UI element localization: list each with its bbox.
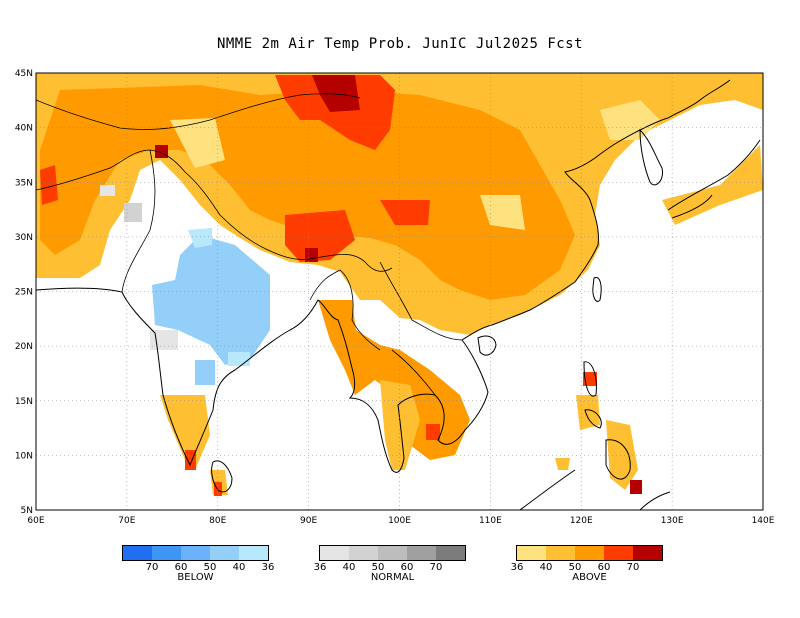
legend-tick-label: 40 xyxy=(232,562,246,573)
lat-tick-label: 5N xyxy=(21,506,33,516)
legend-swatch xyxy=(239,546,268,560)
map-title: NMME 2m Air Temp Prob. JunIC Jul2025 Fcs… xyxy=(216,36,584,52)
lon-tick-label: 90E xyxy=(300,516,317,526)
legend-swatch xyxy=(378,546,407,560)
legend-swatch xyxy=(633,546,662,560)
legend-swatch xyxy=(210,546,239,560)
map-frame xyxy=(35,72,764,511)
lat-tick-label: 15N xyxy=(15,397,33,407)
legend-below-swatches xyxy=(122,545,269,561)
probability-region xyxy=(124,203,142,222)
lat-tick-label: 40N xyxy=(15,124,33,134)
legend-above-ticks: 36 40 50 60 70 xyxy=(511,561,662,573)
legend-normal: 36 40 50 60 70 NORMAL xyxy=(314,545,466,583)
lat-tick-label: 25N xyxy=(15,288,33,298)
legend-swatch xyxy=(517,546,546,560)
legend-tick-label: 50 xyxy=(371,562,385,573)
lon-tick-label: 130E xyxy=(661,516,684,526)
legend-tick-label: 40 xyxy=(539,562,553,573)
probability-region xyxy=(170,100,660,230)
legend-swatch xyxy=(349,546,378,560)
legend-swatch xyxy=(575,546,604,560)
probability-region xyxy=(40,75,430,262)
legend-above-caption: ABOVE xyxy=(572,572,607,583)
legend-swatch xyxy=(123,546,152,560)
legend-tick-label: 36 xyxy=(510,562,524,573)
legend-normal-ticks: 36 40 50 60 70 xyxy=(314,561,465,573)
lat-tick-label: 35N xyxy=(15,178,33,188)
lon-tick-label: 80E xyxy=(209,516,226,526)
country-borders xyxy=(36,93,463,396)
legend-swatch xyxy=(181,546,210,560)
probability-region xyxy=(100,185,178,350)
legend-tick-label: 50 xyxy=(568,562,582,573)
legend-swatch xyxy=(407,546,436,560)
legend-tick-label: 60 xyxy=(174,562,188,573)
legend-below-caption: BELOW xyxy=(177,572,214,583)
legend-tick-label: 50 xyxy=(203,562,217,573)
lon-tick-label: 70E xyxy=(118,516,135,526)
longitude-tick-labels: 60E 70E 80E 90E 100E 110E 120E 130E 140E xyxy=(27,516,774,526)
lon-tick-label: 140E xyxy=(752,516,775,526)
coastlines xyxy=(36,79,761,510)
lat-tick-label: 45N xyxy=(15,69,33,79)
lon-tick-label: 120E xyxy=(570,516,593,526)
legend-swatch xyxy=(546,546,575,560)
latitude-tick-labels: 5N 10N 15N 20N 25N 30N 35N 40N 45N xyxy=(15,69,33,516)
legend-tick-label: 60 xyxy=(400,562,414,573)
legend-tick-label: 70 xyxy=(145,562,159,573)
probability-shading xyxy=(36,73,763,496)
legend-tick-label: 60 xyxy=(597,562,611,573)
legend-above: 36 40 50 60 70 ABOVE xyxy=(511,545,663,583)
probability-region xyxy=(188,228,250,366)
legend-normal-swatches xyxy=(319,545,466,561)
legend-tick-label: 36 xyxy=(313,562,327,573)
legend-tick-label: 70 xyxy=(626,562,640,573)
legend-swatch xyxy=(604,546,633,560)
probability-region xyxy=(305,75,360,262)
probability-region xyxy=(40,85,575,300)
lon-tick-label: 60E xyxy=(27,516,44,526)
lat-tick-label: 30N xyxy=(15,233,33,243)
lat-lon-grid xyxy=(36,73,763,510)
lon-tick-label: 100E xyxy=(388,516,411,526)
lat-tick-label: 10N xyxy=(15,451,33,461)
legend-tick-label: 40 xyxy=(342,562,356,573)
legend-swatch xyxy=(152,546,181,560)
legend-tick-label: 36 xyxy=(261,562,275,573)
probability-region xyxy=(318,300,470,460)
lon-tick-label: 110E xyxy=(479,516,502,526)
legend-normal-caption: NORMAL xyxy=(370,572,415,583)
legend-tick-label: 70 xyxy=(429,562,443,573)
legend-below-ticks: 70 60 50 40 36 xyxy=(122,561,275,573)
legend-swatch xyxy=(320,546,349,560)
legend-swatch xyxy=(436,546,465,560)
probability-region xyxy=(152,235,270,385)
legend-below: 70 60 50 40 36 BELOW xyxy=(122,545,275,583)
legend-above-swatches xyxy=(516,545,663,561)
lat-tick-label: 20N xyxy=(15,342,33,352)
